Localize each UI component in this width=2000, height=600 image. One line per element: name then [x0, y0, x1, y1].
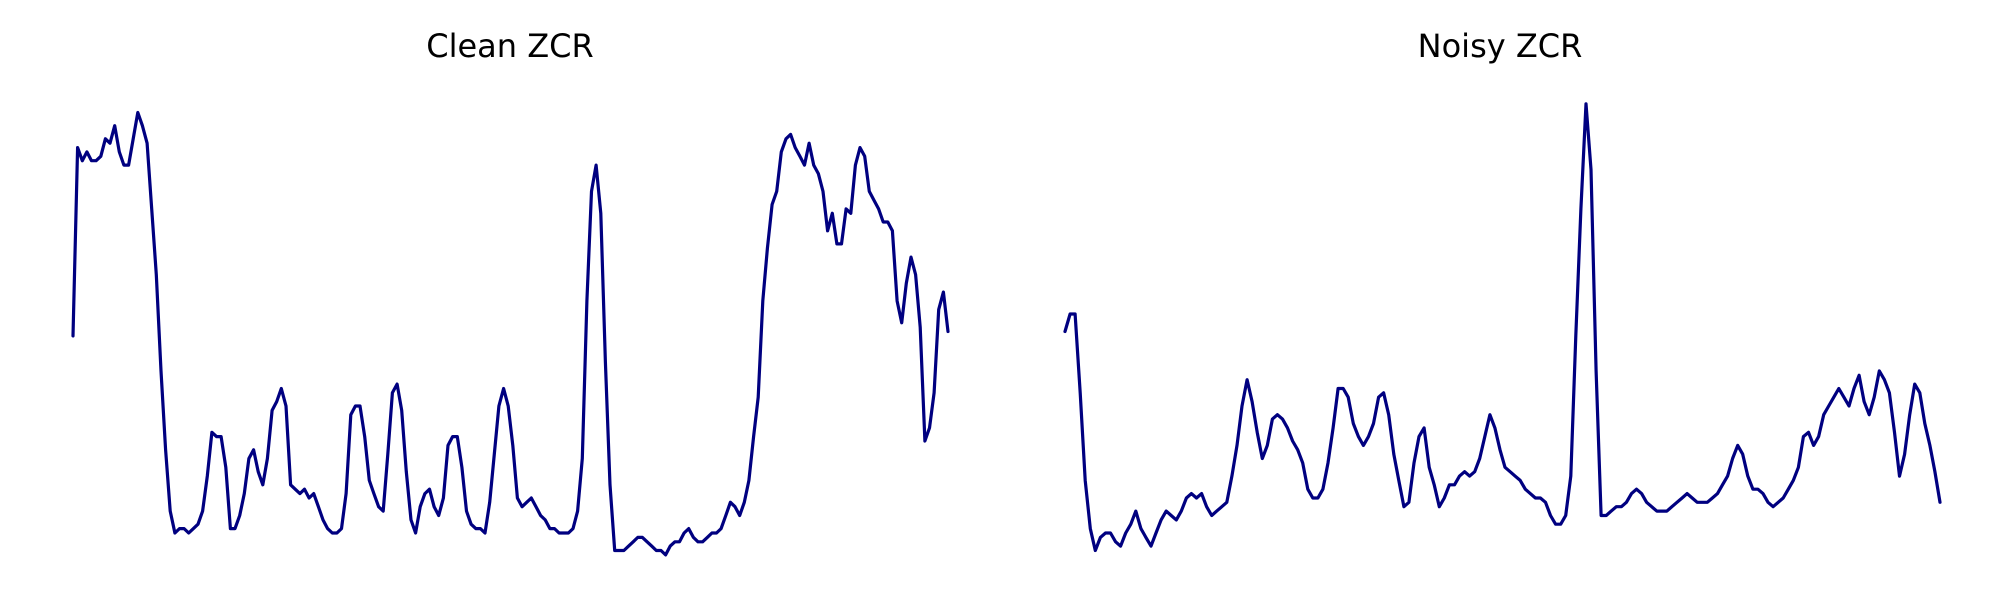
clean-zcr-title: Clean ZCR [426, 27, 593, 65]
noisy-zcr-title: Noisy ZCR [1418, 27, 1583, 65]
noisy-zcr-series-line [1063, 102, 1942, 553]
clean-zcr-panel: Clean ZCR [71, 27, 950, 557]
noisy-zcr-panel: Noisy ZCR [1063, 27, 1942, 553]
clean-zcr-series-line [71, 110, 950, 557]
